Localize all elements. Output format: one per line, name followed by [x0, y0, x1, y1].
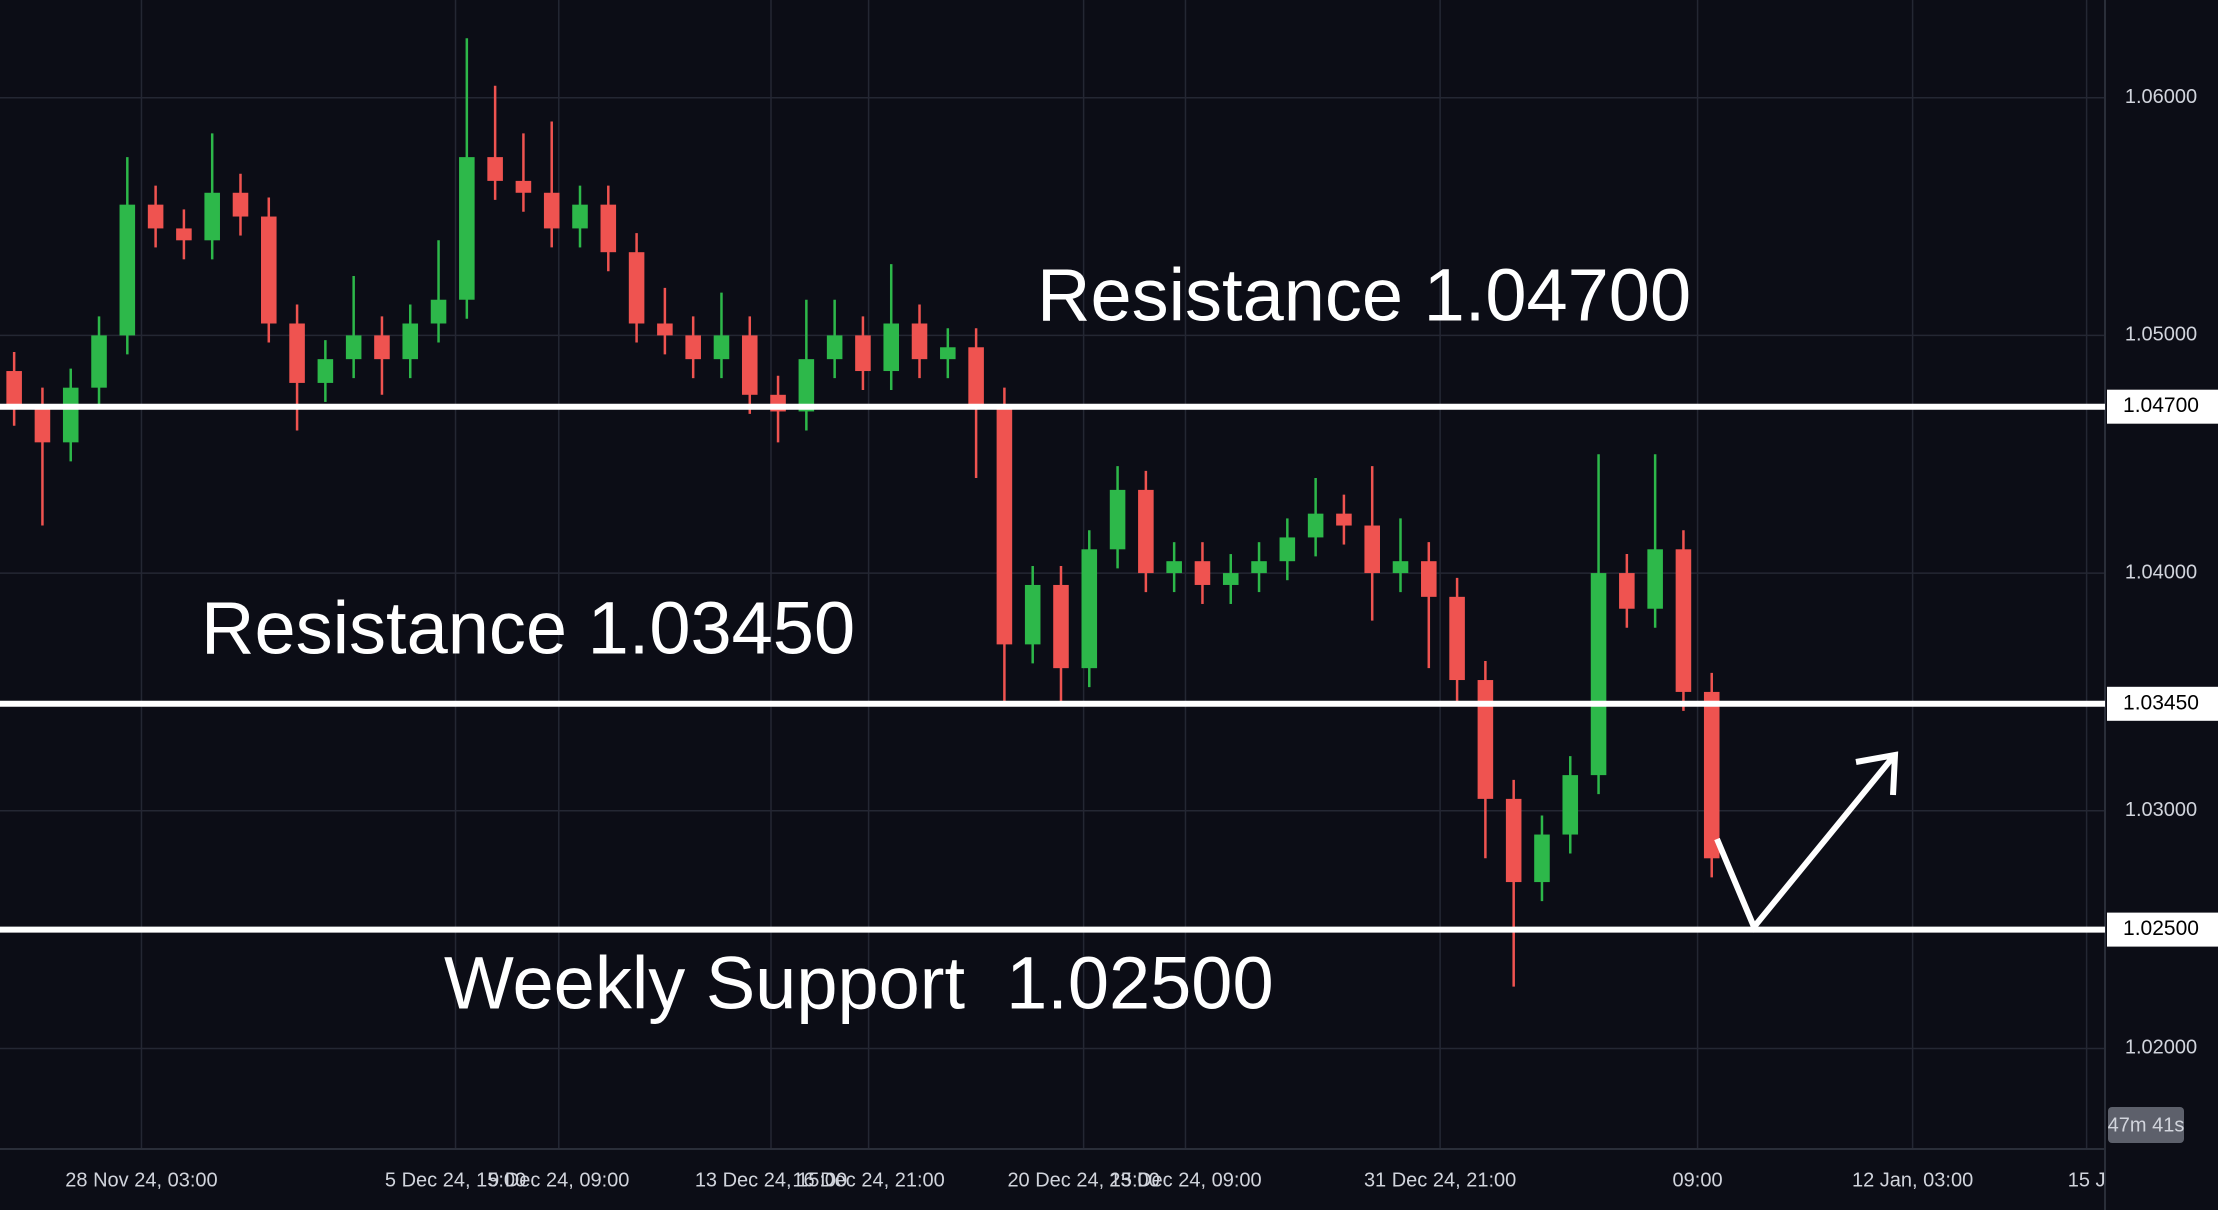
x-tick-label: 09:00 — [1673, 1169, 1723, 1191]
candle-body — [1449, 596, 1465, 681]
candle-body — [1421, 561, 1437, 597]
annotation: Resistance 1.03450 — [201, 587, 855, 670]
candle-body — [657, 323, 673, 336]
x-tick-label: 23 Dec 24, 09:00 — [1109, 1169, 1261, 1191]
candle-body — [91, 335, 107, 388]
candle-body — [713, 335, 730, 360]
x-tick-label: 9 Dec 24, 09:00 — [488, 1169, 629, 1191]
candle-body — [1053, 584, 1069, 669]
candle-body — [1081, 549, 1098, 669]
y-tick-label: 1.02000 — [2125, 1037, 2197, 1059]
level-label: 1.03450 — [2123, 691, 2199, 714]
candle-body — [1336, 513, 1352, 526]
level-label-box — [2107, 686, 2218, 721]
candle-body — [883, 323, 900, 372]
candle-body — [62, 387, 79, 443]
x-tick-label: 28 Nov 24, 03:00 — [65, 1169, 217, 1191]
candle-body — [1279, 537, 1296, 562]
candle-body — [374, 335, 390, 360]
candle-body — [6, 371, 22, 407]
candle-body — [232, 192, 249, 217]
candle-body — [345, 335, 362, 360]
candle-body — [1251, 561, 1267, 574]
candle-body — [1364, 525, 1380, 574]
x-tick-label: 5 Dec 24, 15:00 — [385, 1169, 526, 1191]
candle-body — [1109, 489, 1126, 550]
candle-body — [1477, 680, 1494, 799]
annotation: Weekly Support 1.02500 — [444, 942, 1274, 1025]
arrow — [1714, 755, 1896, 933]
candle-body — [543, 192, 560, 229]
candle-body — [459, 157, 475, 300]
y-tick-label: 1.03000 — [2125, 799, 2197, 821]
candle-body — [1619, 573, 1635, 609]
x-tick-label: 12 Jan, 03:00 — [1852, 1169, 1973, 1191]
candle-body — [1505, 798, 1522, 883]
candle-body — [1194, 561, 1211, 585]
x-tick-label: 13 Dec 24, 15:00 — [695, 1169, 847, 1191]
candle-body — [1307, 513, 1324, 538]
candle-body — [685, 335, 701, 360]
candle-body — [515, 180, 532, 193]
ticks: 1.02000 1.03000 1.04000 1.05000 1.06000 28 No… — [65, 86, 2197, 1191]
candle-body — [911, 323, 928, 360]
candle-body — [996, 406, 1013, 645]
arrow-head — [1855, 751, 1899, 796]
candle-body — [1562, 775, 1579, 835]
candle-body — [430, 299, 447, 324]
candle-body — [741, 335, 758, 395]
candle-body — [855, 335, 871, 372]
level-label: 1.02500 — [2123, 917, 2199, 940]
countdown: 47m 41s — [2108, 1114, 2185, 1136]
level-label-box — [2107, 912, 2218, 947]
candle-body — [1138, 489, 1154, 574]
level-label-box — [2107, 389, 2218, 424]
candle-body — [289, 323, 305, 383]
candle-body — [1590, 573, 1607, 776]
candle-body — [572, 204, 588, 229]
candle-body — [1166, 561, 1182, 574]
x-tick-label: 15 J — [2068, 1169, 2106, 1191]
candle-body — [1024, 584, 1041, 645]
candle-body — [1222, 573, 1239, 585]
x-tick-label: 16 Dec 24, 21:00 — [792, 1169, 944, 1191]
candle-body — [1703, 691, 1720, 859]
candle-body — [940, 347, 956, 360]
candle-body — [968, 347, 984, 407]
candle-body — [826, 335, 843, 360]
annotation: Resistance 1.04700 — [1037, 254, 1691, 337]
y-tick-label: 1.05000 — [2125, 324, 2197, 346]
candle-body — [402, 323, 419, 360]
candle-body — [1647, 549, 1663, 609]
countdown-box — [2108, 1107, 2184, 1143]
candle-body — [628, 252, 645, 324]
candle-body — [798, 359, 815, 412]
y-tick-label: 1.04000 — [2125, 561, 2197, 583]
x-tick-label: 31 Dec 24, 21:00 — [1364, 1169, 1516, 1191]
candles — [6, 38, 1720, 987]
candle-body — [34, 406, 51, 443]
x-tick-label: 20 Dec 24, 15:00 — [1007, 1169, 1159, 1191]
candle-body — [204, 192, 220, 241]
candle-body — [119, 204, 136, 336]
candle-body — [147, 204, 164, 229]
candle-body — [1534, 834, 1550, 883]
y-tick-label: 1.06000 — [2125, 86, 2197, 108]
candle-body — [487, 157, 503, 181]
candle-body — [176, 228, 192, 241]
candle-body — [261, 216, 277, 324]
level-label: 1.04700 — [2123, 394, 2199, 417]
candle-body — [1392, 561, 1409, 574]
candle-body — [317, 359, 334, 383]
candle-body — [1675, 549, 1692, 692]
candle-body — [600, 204, 617, 253]
